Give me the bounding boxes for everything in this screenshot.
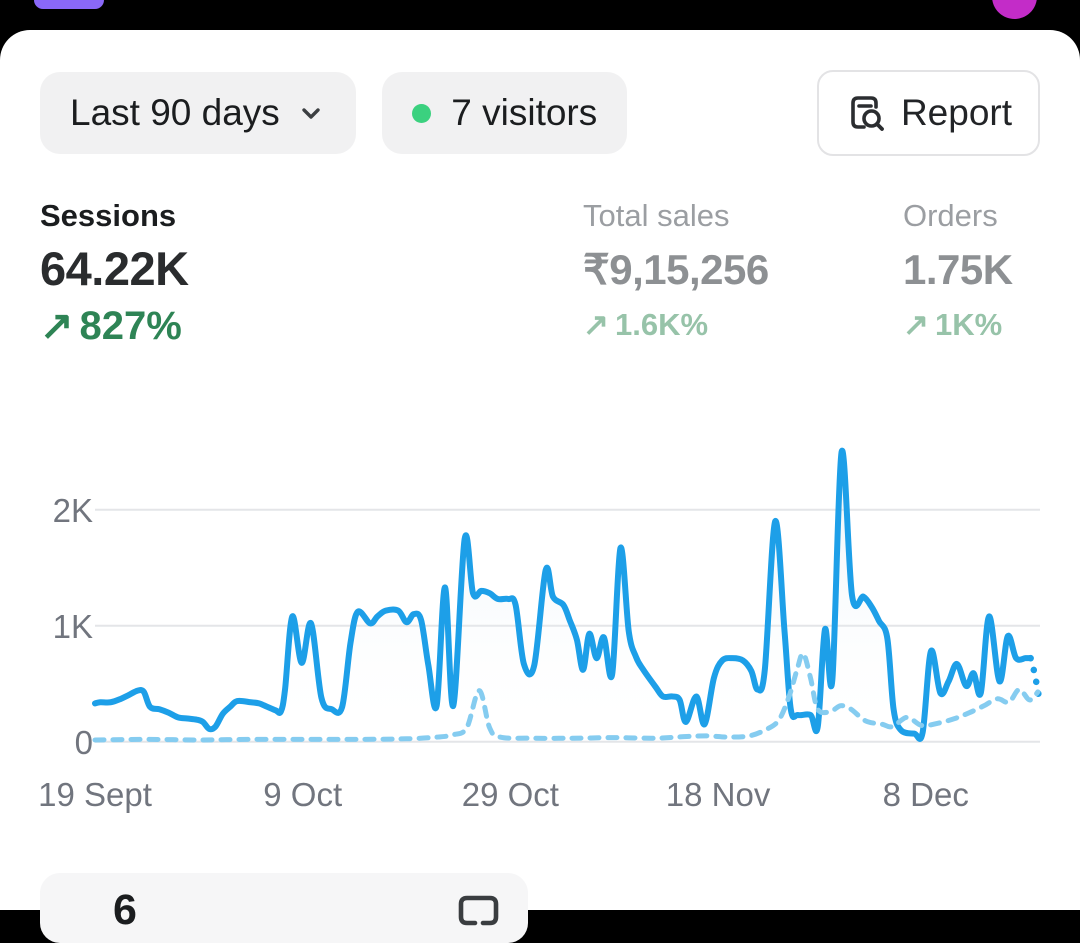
- chat-bubble-icon: [454, 890, 504, 935]
- analytics-card: Last 90 days 7 visitors Report Sessions …: [0, 30, 1080, 943]
- series-sessions-current: [92, 447, 1034, 742]
- trend-up-arrow-icon: ↗: [583, 307, 609, 342]
- y-tick-label: 0: [74, 723, 93, 761]
- status-bar-purple-pill: [34, 0, 104, 9]
- metric-label: Orders: [903, 198, 998, 233]
- report-button[interactable]: Report: [816, 70, 1040, 156]
- series-sessions-previous: [92, 651, 1041, 743]
- series-sessions-current-incomplete: [1027, 654, 1044, 707]
- metric-delta-value: 827%: [79, 304, 182, 348]
- trend-up-arrow-icon: ↗: [40, 304, 74, 348]
- x-tick-label: 19 Sept: [38, 776, 152, 813]
- report-icon: [851, 96, 884, 131]
- date-range-button[interactable]: Last 90 days: [40, 72, 356, 154]
- bottom-card-value: 6: [113, 886, 137, 934]
- metric-value: ₹9,15,256: [583, 246, 769, 293]
- metric-orders[interactable]: Orders 1.75K ↗ 1K%: [903, 182, 1013, 340]
- report-button-label: Report: [900, 92, 1012, 133]
- metric-delta: ↗ 1.6K%: [583, 309, 769, 340]
- metric-delta-value: 1.6K%: [614, 307, 709, 342]
- metric-delta: ↗ 1K%: [903, 309, 1013, 340]
- status-bar-magenta-dot: [992, 0, 1037, 19]
- visitors-badge-label: 7 visitors: [451, 92, 598, 133]
- trend-up-arrow-icon: ↗: [903, 307, 929, 342]
- metrics-row: Sessions 64.22K ↗ 827% Total sales ₹9,15…: [40, 182, 1040, 372]
- x-tick-label: 8 Dec: [882, 776, 969, 813]
- y-tick-label: 1K: [52, 607, 93, 645]
- metric-value: 64.22K: [40, 242, 189, 295]
- live-visitors-dot-icon: [412, 103, 432, 123]
- bottom-summary-card[interactable]: 6: [40, 873, 528, 943]
- metric-sessions[interactable]: Sessions 64.22K ↗ 827%: [40, 182, 189, 346]
- metric-label: Total sales: [583, 198, 730, 233]
- toolbar: Last 90 days 7 visitors Report: [40, 70, 1040, 156]
- visitors-badge[interactable]: 7 visitors: [382, 72, 628, 154]
- y-tick-label: 2K: [52, 491, 93, 529]
- chart-series: [92, 447, 1044, 743]
- x-tick-label: 29 Oct: [461, 776, 559, 813]
- metric-delta-value: 1K%: [934, 307, 1003, 342]
- chevron-down-icon: [296, 98, 326, 128]
- metric-value: 1.75K: [903, 246, 1013, 293]
- x-tick-label: 9 Oct: [263, 776, 343, 813]
- metric-label: Sessions: [40, 198, 177, 233]
- date-range-label: Last 90 days: [70, 92, 280, 133]
- metric-total-sales[interactable]: Total sales ₹9,15,256 ↗ 1.6K%: [583, 182, 769, 340]
- sessions-line-chart[interactable]: [0, 430, 1080, 770]
- metric-delta: ↗ 827%: [40, 306, 189, 346]
- x-tick-label: 18 Nov: [665, 776, 771, 813]
